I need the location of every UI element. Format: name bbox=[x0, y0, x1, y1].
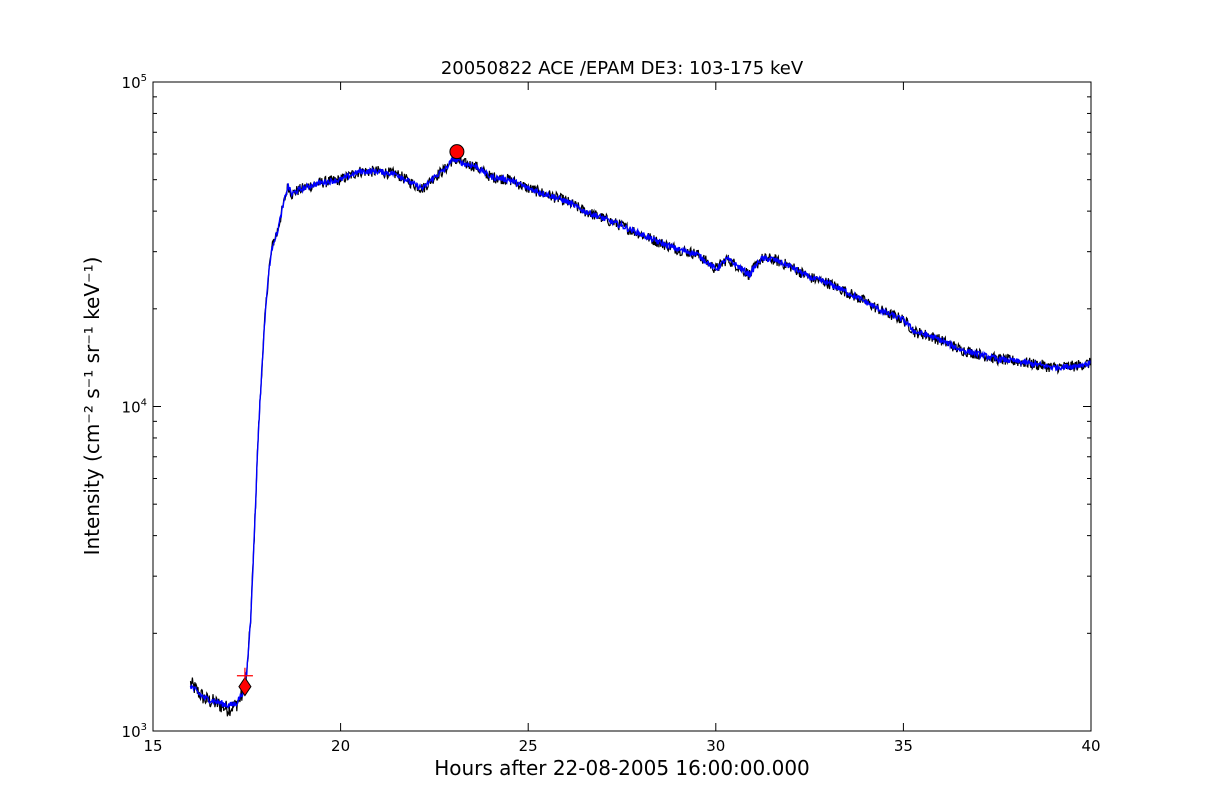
x-tick-label: 40 bbox=[1081, 737, 1100, 755]
x-axis: 15 20 25 30 35 40 bbox=[143, 82, 1101, 755]
y-axis-label: Intensity (cm⁻² s⁻¹ sr⁻¹ keV⁻¹) bbox=[80, 257, 104, 556]
onset-marker bbox=[238, 676, 252, 697]
x-tick-label: 15 bbox=[143, 737, 162, 755]
peak-marker bbox=[449, 144, 465, 160]
y-tick-label: 104 bbox=[122, 398, 147, 417]
marker-group bbox=[236, 144, 465, 697]
x-tick-label: 35 bbox=[894, 737, 913, 755]
y-tick-label: 103 bbox=[122, 722, 147, 741]
onset-plus-marker bbox=[236, 667, 253, 684]
y-axis: 103 104 105 bbox=[122, 73, 1091, 741]
series-line-2 bbox=[189, 156, 1091, 709]
x-tick-label: 20 bbox=[331, 737, 350, 755]
series-group bbox=[189, 152, 1091, 717]
x-tick-label: 30 bbox=[706, 737, 725, 755]
chart-title: 20050822 ACE /EPAM DE3: 103-175 keV bbox=[441, 58, 804, 79]
x-axis-label: Hours after 22-08-2005 16:00:00.000 bbox=[434, 756, 810, 780]
x-tick-label: 25 bbox=[519, 737, 538, 755]
y-tick-label: 105 bbox=[122, 73, 147, 92]
